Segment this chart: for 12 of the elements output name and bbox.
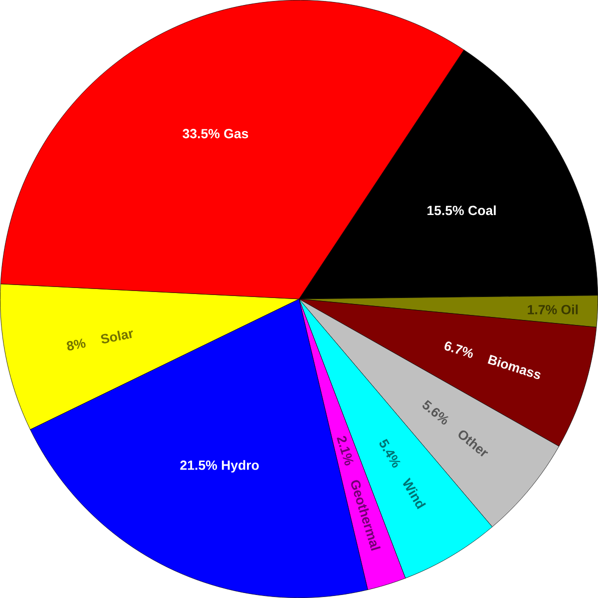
slice-label: Hydro <box>222 460 259 473</box>
slice-label: Oil <box>561 304 578 314</box>
data-label: 15.5% <box>427 206 464 216</box>
slice-label: Gas <box>224 128 248 138</box>
data-label: 6.7% <box>444 342 473 358</box>
slice-label: Coal <box>468 205 496 216</box>
data-label: 2.1% <box>336 436 354 466</box>
data-label: 21.5% <box>180 460 217 470</box>
data-label: 33.5% <box>182 128 220 138</box>
data-label: 8% <box>66 338 86 350</box>
data-label: 1.7% <box>528 304 557 314</box>
slice-label: Solar <box>101 330 133 344</box>
